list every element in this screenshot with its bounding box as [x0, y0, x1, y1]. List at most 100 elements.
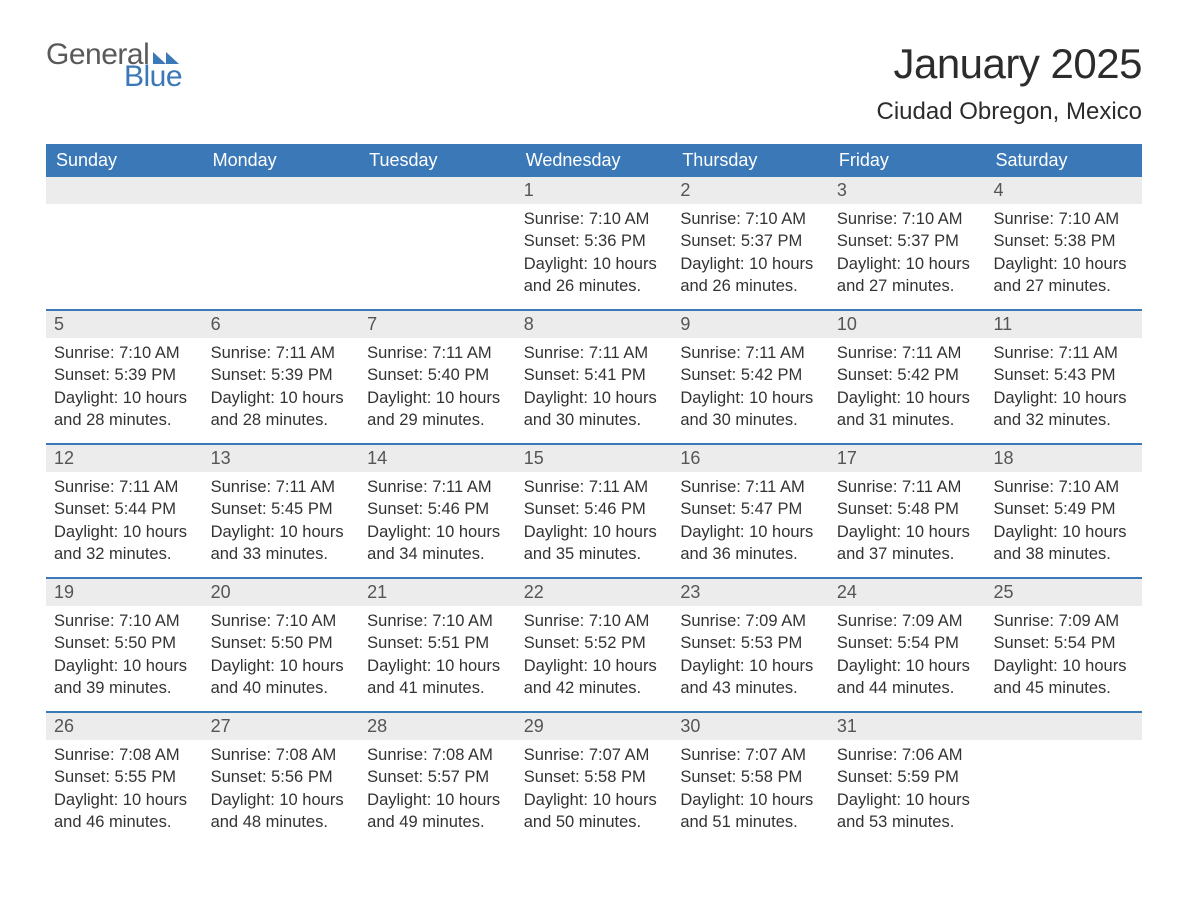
sunset-text: Sunset: 5:44 PM [54, 498, 195, 520]
sunset-text: Sunset: 5:38 PM [993, 230, 1134, 252]
calendar-cell [359, 177, 516, 309]
sunrise-text: Sunrise: 7:10 AM [993, 208, 1134, 230]
calendar-cell: 8Sunrise: 7:11 AMSunset: 5:41 PMDaylight… [516, 311, 673, 443]
day-number: 10 [829, 311, 986, 338]
sunrise-text: Sunrise: 7:07 AM [524, 744, 665, 766]
logo-text-blue: Blue [124, 62, 182, 92]
sunrise-text: Sunrise: 7:11 AM [993, 342, 1134, 364]
sunset-text: Sunset: 5:40 PM [367, 364, 508, 386]
day-number: 20 [203, 579, 360, 606]
day-info: Sunrise: 7:08 AMSunset: 5:57 PMDaylight:… [359, 740, 516, 839]
sunset-text: Sunset: 5:57 PM [367, 766, 508, 788]
calendar-cell: 25Sunrise: 7:09 AMSunset: 5:54 PMDayligh… [985, 579, 1142, 711]
sunrise-text: Sunrise: 7:07 AM [680, 744, 821, 766]
day-number: 21 [359, 579, 516, 606]
day-header-tuesday: Tuesday [359, 144, 516, 177]
calendar-week: 1Sunrise: 7:10 AMSunset: 5:36 PMDaylight… [46, 177, 1142, 309]
day-info: Sunrise: 7:10 AMSunset: 5:36 PMDaylight:… [516, 204, 673, 303]
sunrise-text: Sunrise: 7:11 AM [367, 342, 508, 364]
day-info: Sunrise: 7:11 AMSunset: 5:39 PMDaylight:… [203, 338, 360, 437]
calendar-cell: 13Sunrise: 7:11 AMSunset: 5:45 PMDayligh… [203, 445, 360, 577]
sunset-text: Sunset: 5:39 PM [54, 364, 195, 386]
sunset-text: Sunset: 5:46 PM [524, 498, 665, 520]
day-info: Sunrise: 7:09 AMSunset: 5:54 PMDaylight:… [829, 606, 986, 705]
day-number: 11 [985, 311, 1142, 338]
calendar-cell: 27Sunrise: 7:08 AMSunset: 5:56 PMDayligh… [203, 713, 360, 845]
calendar-cell: 14Sunrise: 7:11 AMSunset: 5:46 PMDayligh… [359, 445, 516, 577]
daylight-text: Daylight: 10 hours and 51 minutes. [680, 789, 821, 834]
daylight-text: Daylight: 10 hours and 30 minutes. [524, 387, 665, 432]
sunset-text: Sunset: 5:47 PM [680, 498, 821, 520]
daylight-text: Daylight: 10 hours and 27 minutes. [993, 253, 1134, 298]
calendar-week: 19Sunrise: 7:10 AMSunset: 5:50 PMDayligh… [46, 577, 1142, 711]
day-info: Sunrise: 7:11 AMSunset: 5:40 PMDaylight:… [359, 338, 516, 437]
daylight-text: Daylight: 10 hours and 48 minutes. [211, 789, 352, 834]
month-title: January 2025 [877, 40, 1142, 88]
day-number [203, 177, 360, 204]
calendar-cell: 22Sunrise: 7:10 AMSunset: 5:52 PMDayligh… [516, 579, 673, 711]
day-info: Sunrise: 7:11 AMSunset: 5:42 PMDaylight:… [672, 338, 829, 437]
calendar-cell: 29Sunrise: 7:07 AMSunset: 5:58 PMDayligh… [516, 713, 673, 845]
day-info: Sunrise: 7:09 AMSunset: 5:53 PMDaylight:… [672, 606, 829, 705]
calendar-cell: 2Sunrise: 7:10 AMSunset: 5:37 PMDaylight… [672, 177, 829, 309]
daylight-text: Daylight: 10 hours and 44 minutes. [837, 655, 978, 700]
day-number: 22 [516, 579, 673, 606]
day-number: 3 [829, 177, 986, 204]
day-number: 29 [516, 713, 673, 740]
day-info: Sunrise: 7:11 AMSunset: 5:47 PMDaylight:… [672, 472, 829, 571]
day-header-monday: Monday [203, 144, 360, 177]
day-number [985, 713, 1142, 740]
day-number: 25 [985, 579, 1142, 606]
day-info: Sunrise: 7:08 AMSunset: 5:56 PMDaylight:… [203, 740, 360, 839]
day-info: Sunrise: 7:11 AMSunset: 5:44 PMDaylight:… [46, 472, 203, 571]
sunset-text: Sunset: 5:37 PM [837, 230, 978, 252]
day-number: 2 [672, 177, 829, 204]
sunset-text: Sunset: 5:37 PM [680, 230, 821, 252]
calendar-cell [985, 713, 1142, 845]
day-info: Sunrise: 7:10 AMSunset: 5:50 PMDaylight:… [203, 606, 360, 705]
daylight-text: Daylight: 10 hours and 43 minutes. [680, 655, 821, 700]
weeks-container: 1Sunrise: 7:10 AMSunset: 5:36 PMDaylight… [46, 177, 1142, 845]
calendar-cell: 1Sunrise: 7:10 AMSunset: 5:36 PMDaylight… [516, 177, 673, 309]
day-info: Sunrise: 7:08 AMSunset: 5:55 PMDaylight:… [46, 740, 203, 839]
day-number: 27 [203, 713, 360, 740]
day-number: 13 [203, 445, 360, 472]
day-info: Sunrise: 7:10 AMSunset: 5:37 PMDaylight:… [829, 204, 986, 303]
day-number: 30 [672, 713, 829, 740]
day-number: 18 [985, 445, 1142, 472]
sunset-text: Sunset: 5:55 PM [54, 766, 195, 788]
sunset-text: Sunset: 5:54 PM [993, 632, 1134, 654]
daylight-text: Daylight: 10 hours and 38 minutes. [993, 521, 1134, 566]
sunrise-text: Sunrise: 7:10 AM [524, 610, 665, 632]
calendar-cell: 11Sunrise: 7:11 AMSunset: 5:43 PMDayligh… [985, 311, 1142, 443]
sunset-text: Sunset: 5:53 PM [680, 632, 821, 654]
sunset-text: Sunset: 5:39 PM [211, 364, 352, 386]
day-info: Sunrise: 7:11 AMSunset: 5:41 PMDaylight:… [516, 338, 673, 437]
sunrise-text: Sunrise: 7:11 AM [837, 342, 978, 364]
calendar-cell [203, 177, 360, 309]
daylight-text: Daylight: 10 hours and 39 minutes. [54, 655, 195, 700]
sunrise-text: Sunrise: 7:10 AM [837, 208, 978, 230]
calendar-cell: 7Sunrise: 7:11 AMSunset: 5:40 PMDaylight… [359, 311, 516, 443]
day-number: 1 [516, 177, 673, 204]
calendar-cell: 19Sunrise: 7:10 AMSunset: 5:50 PMDayligh… [46, 579, 203, 711]
calendar-cell: 24Sunrise: 7:09 AMSunset: 5:54 PMDayligh… [829, 579, 986, 711]
sunrise-text: Sunrise: 7:10 AM [993, 476, 1134, 498]
day-info: Sunrise: 7:10 AMSunset: 5:51 PMDaylight:… [359, 606, 516, 705]
day-number: 15 [516, 445, 673, 472]
calendar-week: 26Sunrise: 7:08 AMSunset: 5:55 PMDayligh… [46, 711, 1142, 845]
sunset-text: Sunset: 5:46 PM [367, 498, 508, 520]
day-info: Sunrise: 7:11 AMSunset: 5:45 PMDaylight:… [203, 472, 360, 571]
daylight-text: Daylight: 10 hours and 28 minutes. [211, 387, 352, 432]
day-number: 19 [46, 579, 203, 606]
sunrise-text: Sunrise: 7:11 AM [211, 342, 352, 364]
calendar-cell: 15Sunrise: 7:11 AMSunset: 5:46 PMDayligh… [516, 445, 673, 577]
day-info: Sunrise: 7:09 AMSunset: 5:54 PMDaylight:… [985, 606, 1142, 705]
day-number [46, 177, 203, 204]
calendar-cell: 21Sunrise: 7:10 AMSunset: 5:51 PMDayligh… [359, 579, 516, 711]
calendar-cell: 23Sunrise: 7:09 AMSunset: 5:53 PMDayligh… [672, 579, 829, 711]
page-header: General Blue January 2025 Ciudad Obregon… [46, 40, 1142, 126]
day-header-row: Sunday Monday Tuesday Wednesday Thursday… [46, 144, 1142, 177]
day-info: Sunrise: 7:11 AMSunset: 5:42 PMDaylight:… [829, 338, 986, 437]
sunset-text: Sunset: 5:45 PM [211, 498, 352, 520]
